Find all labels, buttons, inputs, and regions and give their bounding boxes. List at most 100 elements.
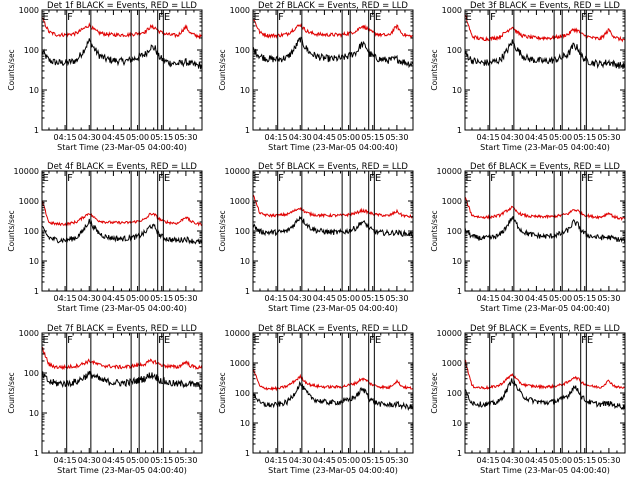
y-axis-label: Counts/sec [7, 210, 16, 251]
y-tick-label: 10 [240, 257, 250, 266]
interval-marker-label: E [465, 173, 471, 184]
y-axis-label: Counts/sec [218, 49, 227, 90]
plot-frame [464, 9, 626, 131]
y-tick-label: 1 [245, 287, 250, 296]
events-line [465, 39, 625, 70]
interval-marker-label: F [490, 12, 496, 23]
lld-line [253, 368, 413, 392]
events-line [42, 218, 202, 245]
x-axis-label: Start Time (23-Mar-05 04:00:40) [268, 304, 398, 313]
y-tick-label: 10 [29, 257, 39, 266]
y-tick-label: 10000 [225, 167, 250, 176]
y-tick-label: 1000 [19, 197, 39, 206]
x-tick-label: 05:30 [385, 456, 408, 465]
y-tick-label: 100 [447, 389, 462, 398]
x-tick-label: 05:30 [597, 456, 620, 465]
y-axis-label: Counts/sec [430, 372, 439, 413]
interval-marker-label: E [164, 335, 170, 346]
lld-line [42, 200, 202, 227]
y-axis-label: Counts/sec [218, 372, 227, 413]
y-tick-label: 1 [34, 449, 39, 458]
x-tick-label: 05:30 [597, 133, 620, 142]
panel-title: Det 4f BLACK = Events, RED = LLD [47, 162, 197, 172]
y-tick-label: 100 [235, 46, 250, 55]
events-line [465, 216, 625, 243]
x-tick-label: 05:30 [174, 294, 197, 303]
x-tick-label: 05:15 [573, 456, 596, 465]
x-tick-label: 05:00 [337, 456, 360, 465]
plot-frame [252, 9, 414, 131]
x-tick-label: 04:30 [501, 456, 524, 465]
interval-marker-label: E [253, 173, 259, 184]
interval-marker-label: F [278, 12, 284, 23]
interval-marker-label: F [158, 12, 164, 23]
y-tick-label: 1000 [442, 359, 462, 368]
y-tick-label: 1 [34, 126, 39, 135]
y-tick-label: 100 [447, 46, 462, 55]
series-group [42, 200, 202, 245]
x-tick-label: 05:00 [126, 294, 149, 303]
panel-title: Det 3f BLACK = Events, RED = LLD [470, 1, 620, 11]
panel-title: Det 5f BLACK = Events, RED = LLD [258, 162, 408, 172]
plot-frame [41, 170, 203, 292]
y-tick-label: 10000 [14, 167, 39, 176]
y-tick-label: 1 [457, 287, 462, 296]
interval-marker-label: E [375, 12, 381, 23]
x-tick-label: 04:30 [289, 133, 312, 142]
series-group [253, 368, 413, 411]
events-line [42, 370, 202, 391]
y-tick-label: 10 [240, 419, 250, 428]
interval-marker-label: F [278, 173, 284, 184]
y-tick-label: 100 [235, 389, 250, 398]
interval-marker-label: E [465, 335, 471, 346]
x-tick-label: 05:15 [361, 133, 384, 142]
lld-line [465, 196, 625, 221]
x-tick-label: 05:30 [174, 133, 197, 142]
interval-marker-label: F [581, 173, 587, 184]
y-tick-label: 10000 [437, 167, 462, 176]
series-group [465, 14, 625, 70]
panel-title: Det 7f BLACK = Events, RED = LLD [47, 324, 197, 334]
x-tick-label: 05:00 [126, 133, 149, 142]
y-tick-label: 1000 [19, 329, 39, 338]
x-tick-label: 04:30 [289, 456, 312, 465]
x-tick-label: 04:45 [313, 294, 336, 303]
events-line [42, 38, 202, 70]
interval-marker-label: E [375, 335, 381, 346]
y-tick-label: 1000 [230, 359, 250, 368]
x-tick-label: 04:30 [289, 294, 312, 303]
interval-marker-label: F [490, 335, 496, 346]
lld-line [465, 359, 625, 391]
y-tick-label: 1 [457, 126, 462, 135]
x-tick-label: 04:30 [78, 294, 101, 303]
x-tick-label: 04:45 [102, 294, 125, 303]
interval-marker-label: E [164, 173, 170, 184]
x-axis-label: Start Time (23-Mar-05 04:00:40) [57, 466, 187, 475]
y-tick-label: 10000 [225, 329, 250, 338]
series-group [465, 196, 625, 243]
x-tick-label: 04:45 [525, 456, 548, 465]
interval-marker-label: E [253, 12, 259, 23]
x-axis-label: Start Time (23-Mar-05 04:00:40) [480, 466, 610, 475]
y-tick-label: 100 [24, 227, 39, 236]
series-group [42, 17, 202, 70]
y-axis-label: Counts/sec [430, 49, 439, 90]
x-tick-label: 05:30 [174, 456, 197, 465]
x-tick-label: 04:45 [525, 133, 548, 142]
y-tick-label: 10 [452, 257, 462, 266]
x-tick-label: 05:00 [126, 456, 149, 465]
x-tick-label: 04:45 [102, 456, 125, 465]
y-tick-label: 1 [34, 287, 39, 296]
x-tick-label: 05:15 [573, 133, 596, 142]
y-tick-label: 1 [245, 449, 250, 458]
y-tick-label: 1000 [442, 6, 462, 15]
interval-marker-label: F [158, 173, 164, 184]
y-tick-label: 1000 [442, 197, 462, 206]
interval-marker-label: F [369, 173, 375, 184]
events-line [253, 36, 413, 69]
